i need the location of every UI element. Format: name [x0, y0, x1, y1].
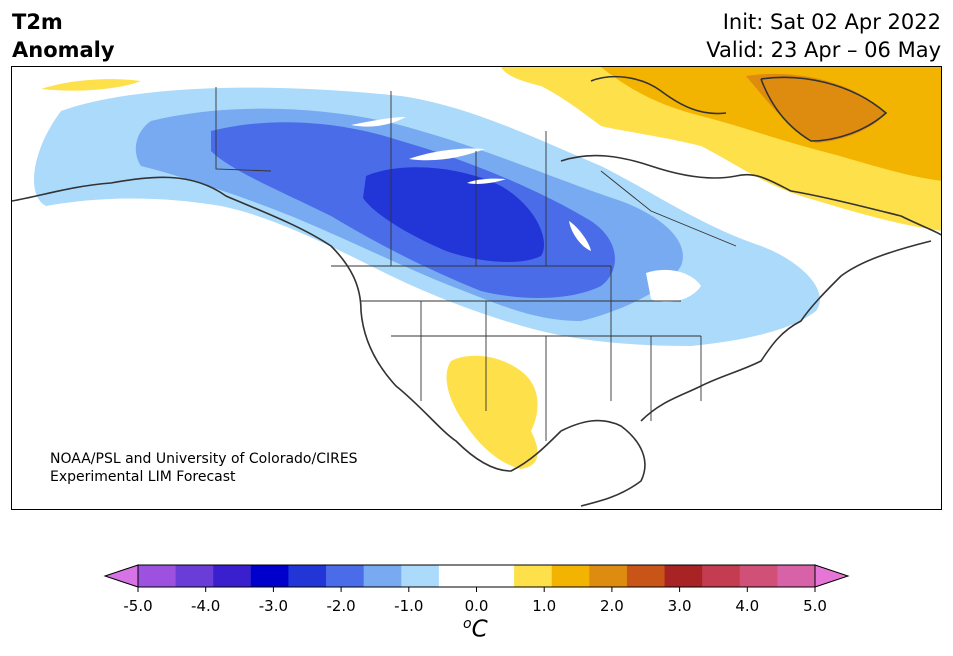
- colorbar-tick-label: 0.0: [464, 597, 489, 615]
- lake-shape: [351, 117, 406, 127]
- colorbar-cell: [702, 565, 741, 587]
- map-title: T2m Anomaly: [12, 8, 115, 64]
- anomaly-region-plus-0-5-alaska-coast: [41, 79, 141, 91]
- colorbar-tick-marks: [137, 587, 816, 592]
- colorbar-tick-label: 4.0: [735, 597, 760, 615]
- colorbar-cell: [589, 565, 628, 587]
- colorbar-cell: [438, 565, 477, 587]
- colorbar-unit: oC: [463, 616, 488, 643]
- colorbar-cells: [138, 565, 816, 587]
- colorbar-cell: [250, 565, 289, 587]
- colorbar-tick-label: -1.0: [394, 597, 424, 615]
- title-variable: T2m: [12, 10, 63, 34]
- colorbar-cell: [514, 565, 553, 587]
- lake-shape: [646, 269, 701, 303]
- valid-period: Valid: 23 Apr – 06 May: [706, 38, 941, 62]
- credit-line-1: NOAA/PSL and University of Colorado/CIRE…: [50, 451, 358, 467]
- colorbar-cell: [363, 565, 402, 587]
- title-description: Anomaly: [12, 38, 115, 62]
- lake-shape: [409, 148, 485, 161]
- colorbar-tick-label: 1.0: [532, 597, 557, 615]
- colorbar-cell: [777, 565, 816, 587]
- colorbar-cell: [476, 565, 515, 587]
- anomaly-region-plus-0-5-southwest: [446, 355, 538, 469]
- coastlines: [12, 75, 941, 507]
- colorbar-tick-label: 3.0: [667, 597, 692, 615]
- colorbar-tick-label: -5.0: [123, 597, 153, 615]
- state-borders: [215, 87, 737, 441]
- anomaly-map: NOAA/PSL and University of Colorado/CIRE…: [11, 66, 942, 510]
- colorbar-cell: [739, 565, 778, 587]
- colorbar-cell: [175, 565, 214, 587]
- colorbar-cell: [213, 565, 252, 587]
- init-date: Init: Sat 02 Apr 2022: [722, 10, 941, 34]
- colorbar-tick-label: 2.0: [599, 597, 624, 615]
- colorbar-cell: [138, 565, 177, 587]
- colorbar-arrow-right: [814, 564, 850, 588]
- map-svg: [12, 67, 941, 507]
- colorbar-cell: [551, 565, 590, 587]
- forecast-dates: Init: Sat 02 Apr 2022 Valid: 23 Apr – 06…: [706, 8, 941, 64]
- colorbar-tick-label: -3.0: [258, 597, 289, 615]
- colorbar-cell: [401, 565, 440, 587]
- credit-line-2: Experimental LIM Forecast: [50, 469, 236, 485]
- credit-text: NOAA/PSL and University of Colorado/CIRE…: [50, 450, 358, 486]
- anomaly-region-minus-2: [363, 167, 545, 263]
- colorbar-cell: [288, 565, 327, 587]
- colorbar-cell: [626, 565, 666, 587]
- colorbar-arrow-left: [103, 564, 139, 588]
- colorbar-tick-label: -4.0: [191, 597, 221, 615]
- colorbar-tick-label: 5.0: [803, 597, 827, 615]
- colorbar-cell: [664, 565, 703, 587]
- unit-degree-symbol: o: [463, 616, 472, 632]
- lake-shape: [569, 221, 591, 251]
- lake-shape: [467, 178, 506, 184]
- colorbar-tick-label: -2.0: [326, 597, 356, 615]
- unit-letter: C: [471, 616, 488, 643]
- colorbar-cell: [326, 565, 365, 587]
